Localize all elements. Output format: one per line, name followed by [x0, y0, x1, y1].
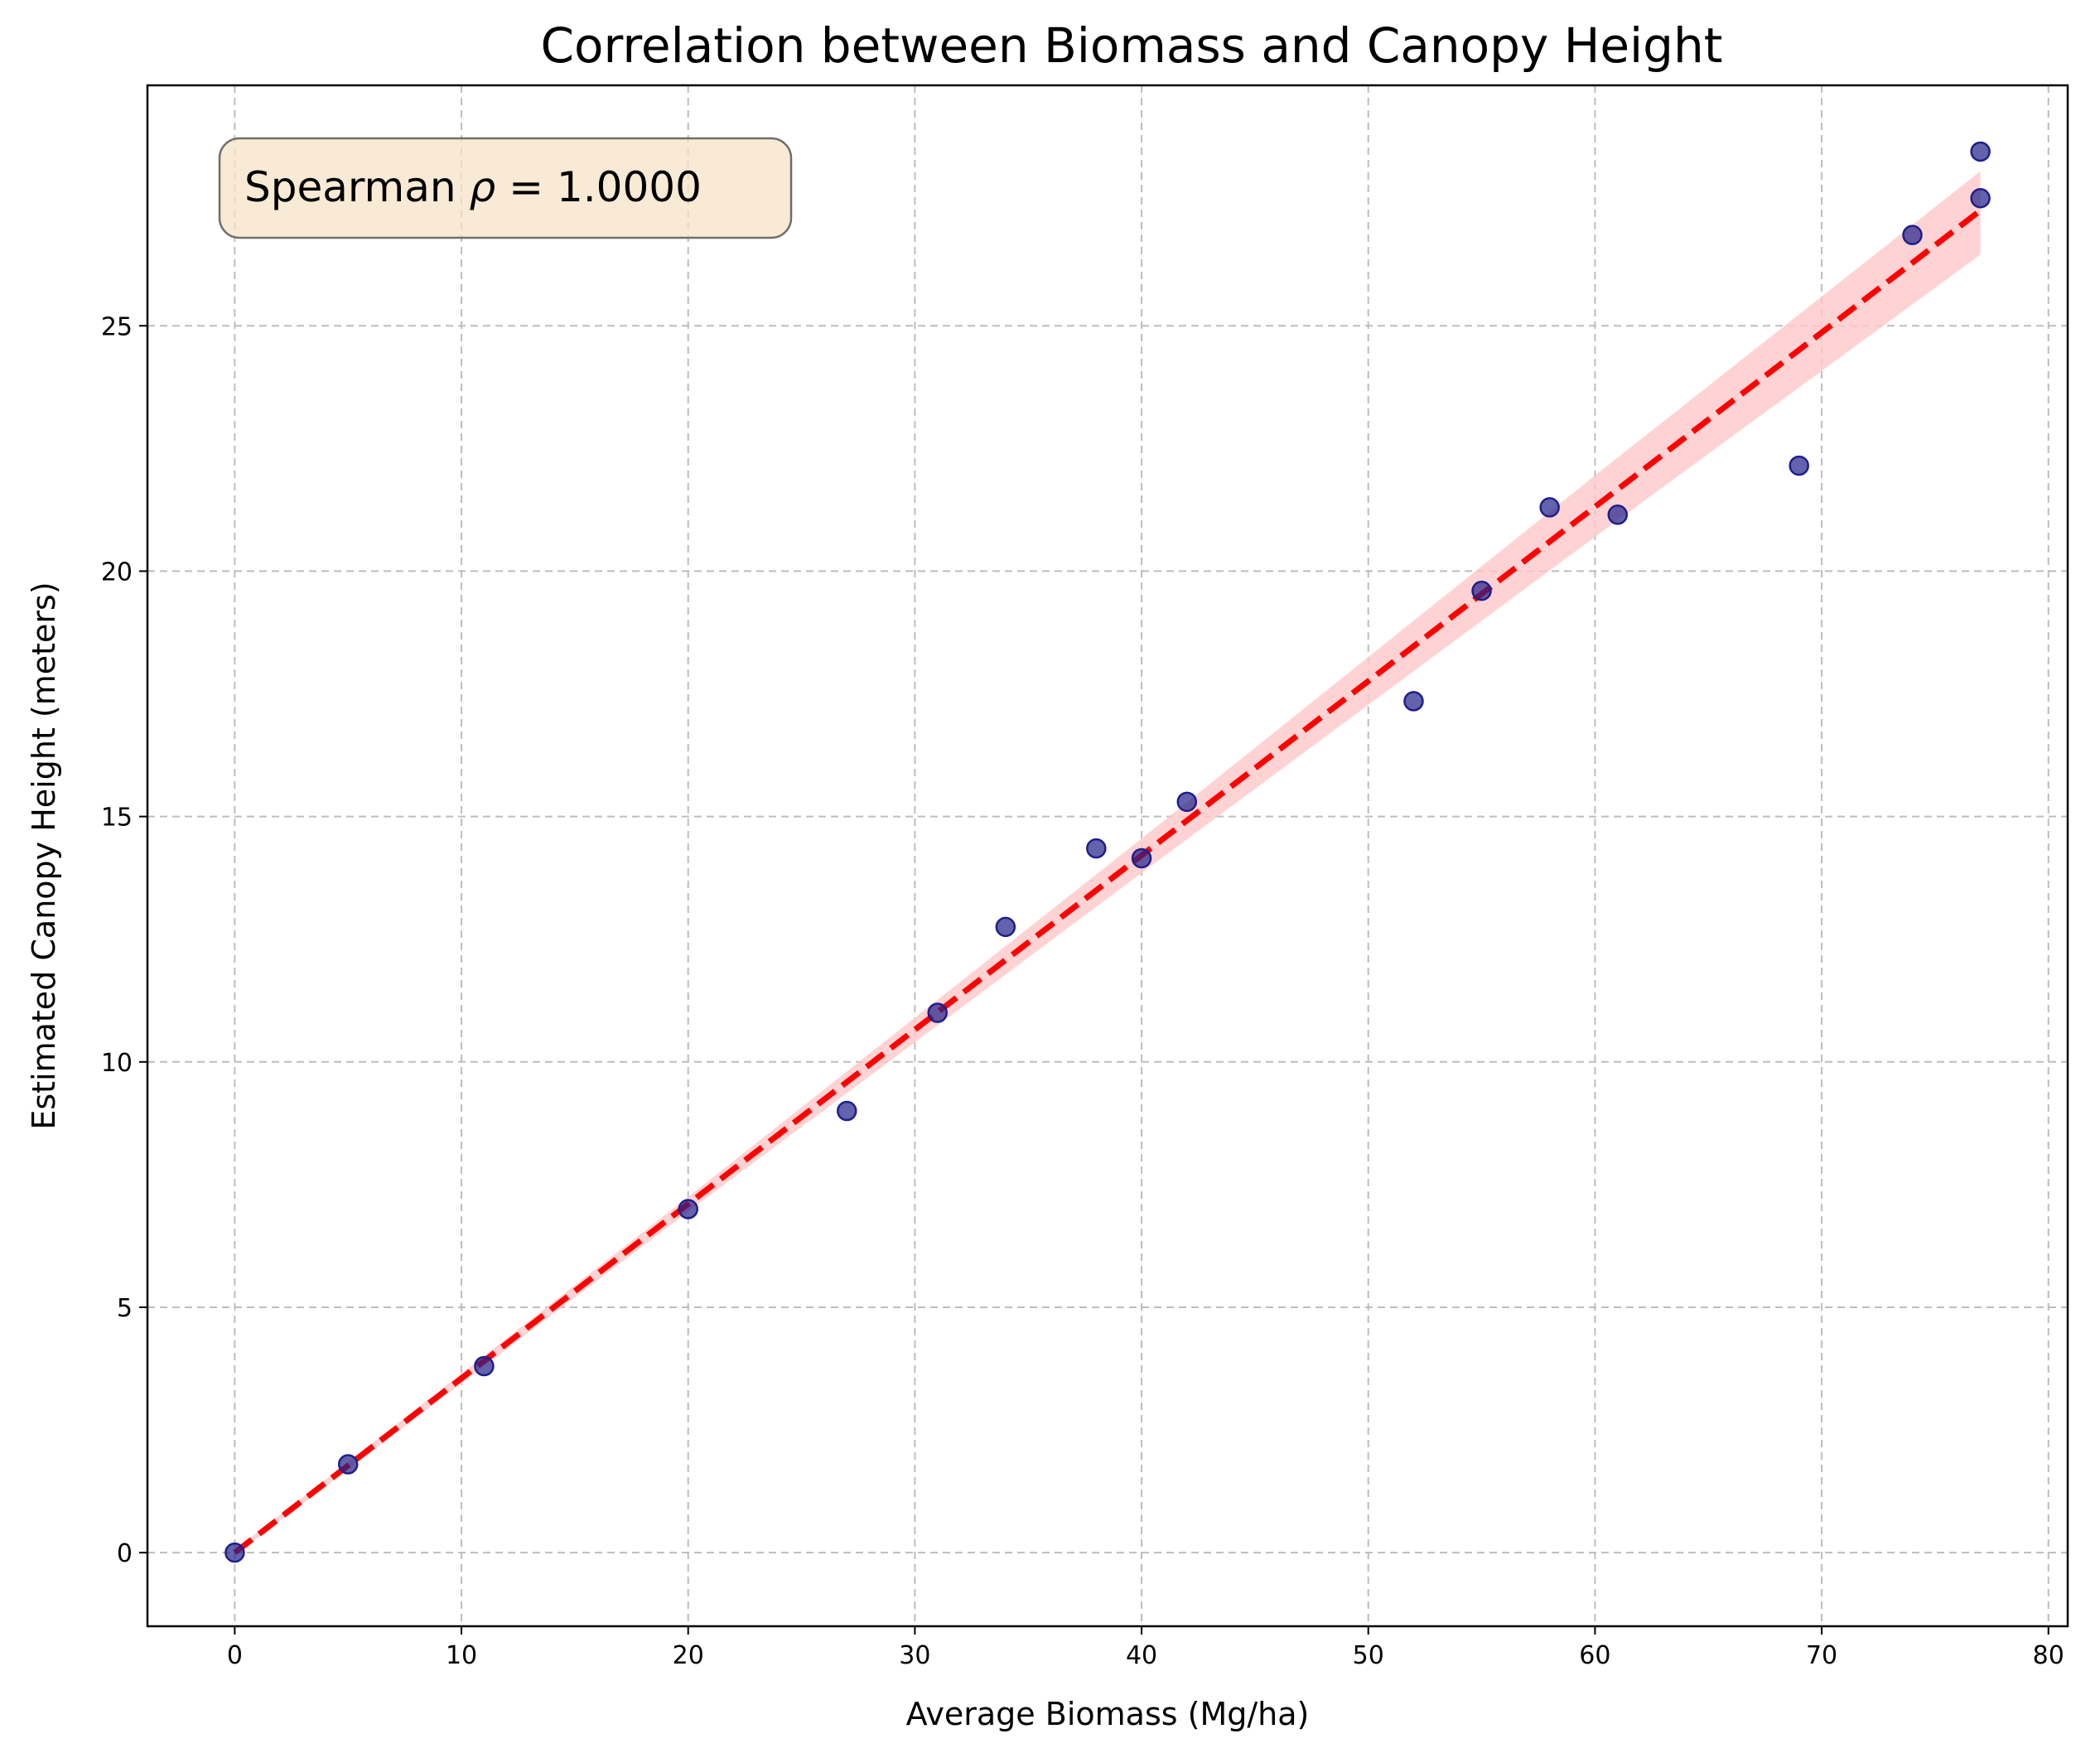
annotation-prefix: Spearman	[244, 163, 456, 211]
y-axis-label: Estimated Canopy Height (meters)	[26, 582, 62, 1129]
data-point	[474, 1355, 495, 1377]
y-tick-label: 10	[101, 1049, 133, 1078]
plot-frame	[146, 84, 2069, 1628]
y-tick-label: 20	[101, 558, 133, 587]
chart-title: Correlation between Biomass and Canopy H…	[541, 17, 1723, 74]
data-point	[224, 1542, 245, 1563]
data-point	[1607, 505, 1629, 525]
data-point	[678, 1199, 698, 1219]
data-point	[837, 1100, 857, 1122]
y-axis-ticks: 0 5 10 15 20 25	[101, 312, 147, 1568]
data-point	[1176, 791, 1198, 813]
x-tick-label: 10	[446, 1641, 477, 1670]
y-tick-label: 0	[117, 1539, 133, 1568]
data-point	[1902, 225, 1923, 245]
x-tick-label: 40	[1126, 1641, 1157, 1670]
data-point	[1970, 187, 1991, 209]
y-tick-label: 15	[101, 804, 133, 833]
x-tick-label: 60	[1579, 1641, 1610, 1670]
annotation-value: = 1.0000	[509, 163, 702, 211]
annotation-symbol: ρ	[470, 163, 496, 211]
y-tick-label: 25	[101, 312, 133, 341]
x-tick-label: 30	[899, 1641, 930, 1670]
data-point	[1970, 141, 1991, 162]
x-axis-label: Average Biomass (Mg/ha)	[906, 1696, 1310, 1732]
confidence-band-area	[234, 171, 1981, 1556]
data-point	[995, 916, 1016, 938]
data-point	[337, 1454, 359, 1475]
data-point	[1403, 691, 1424, 712]
data-point	[1539, 497, 1560, 518]
annotation-text: Spearman ρ = 1.0000	[244, 163, 702, 211]
x-tick-label: 0	[227, 1641, 243, 1670]
spearman-annotation: Spearman ρ = 1.0000	[218, 137, 793, 239]
x-axis-ticks: 0 10 20 30 40 50 60 70 80	[227, 1626, 2064, 1670]
data-point	[1471, 580, 1492, 601]
y-tick-label: 5	[117, 1294, 133, 1323]
data-point	[927, 1002, 948, 1023]
x-tick-label: 80	[2033, 1641, 2064, 1670]
data-points	[224, 141, 1991, 1563]
data-point	[1131, 848, 1152, 869]
x-tick-label: 20	[673, 1641, 704, 1670]
confidence-band	[234, 171, 1981, 1556]
data-point	[1789, 455, 1809, 476]
annotation-box	[218, 137, 793, 239]
x-tick-label: 70	[1806, 1641, 1837, 1670]
grid-lines	[147, 85, 2068, 1626]
x-tick-label: 50	[1353, 1641, 1384, 1670]
data-point	[1086, 838, 1107, 859]
